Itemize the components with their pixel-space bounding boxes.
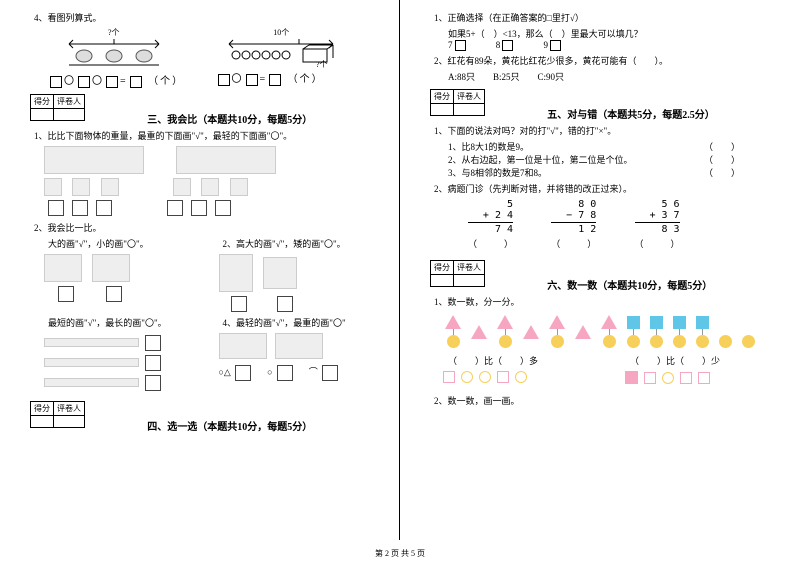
section-6-title: 六、数一数（本题共10分，每题5分） bbox=[547, 277, 712, 292]
score-grid-6: 得分评卷人 bbox=[430, 260, 485, 287]
comp-1a: （ ）比（ ）多 bbox=[448, 354, 612, 367]
q4-title: 4、看图列算式。 bbox=[34, 11, 379, 24]
fruit-row: ○△ ○ ⌒ bbox=[219, 363, 380, 383]
eq2-suffix: （个） bbox=[288, 74, 324, 85]
q4-label-b: 10个 bbox=[198, 27, 366, 38]
balls-box-icon: ?个 bbox=[221, 38, 341, 68]
page-footer: 第 2 页 共 5 页 bbox=[0, 548, 800, 559]
section-5-title: 五、对与错（本题共5分，每题2.5分） bbox=[547, 106, 715, 121]
comp-1b: （ ）比（ ）少 bbox=[630, 354, 780, 367]
r-q5-1b: 2、从右边起，第一位是十位，第二位是个位。（ ） bbox=[448, 153, 780, 166]
ropes-icon bbox=[44, 333, 205, 393]
score-grid-4: 得分评卷人 bbox=[30, 401, 85, 428]
left-column: 4、看图列算式。 ?个 〇〇= bbox=[0, 0, 400, 540]
answer-boxes-2a[interactable] bbox=[44, 284, 205, 304]
right-column: 1、正确选择（在正确答案的□里打√） 如果5+（ ）<13，那么（ ）里最大可以… bbox=[400, 0, 800, 540]
r-q2: 2、红花有89朵，黄花比红花少很多，黄花可能有（ ）。 bbox=[434, 54, 780, 67]
q3-2a: 大的画"√"，小的画"〇"。 bbox=[48, 237, 205, 250]
balance-images bbox=[44, 146, 379, 174]
q3-2d: 4、最轻的画"√"，最重的画"〇" bbox=[223, 316, 380, 329]
r-q6-2: 2、数一数，画一画。 bbox=[434, 394, 780, 407]
equation-1: 〇〇= （个） bbox=[48, 72, 198, 88]
answer-boxes-2b[interactable] bbox=[219, 294, 380, 314]
weight-items-row bbox=[44, 178, 379, 196]
section-4-title: 四、选一选（本题共10分，每题5分） bbox=[147, 418, 312, 433]
q3-1: 1、比比下面物体的重量，最重的下面画"√"，最轻的下面画"〇"。 bbox=[34, 129, 379, 142]
score-grid-5: 得分评卷人 bbox=[430, 89, 485, 116]
outline-row-2 bbox=[622, 371, 780, 384]
r-q2-opts: A:88只 B:25只 C:90只 bbox=[448, 70, 780, 83]
shapes-group-1 bbox=[440, 315, 612, 348]
r-q1a: 如果5+（ ）<13，那么（ ）里最大可以填几？ bbox=[448, 27, 780, 40]
answer-boxes-1[interactable] bbox=[44, 198, 379, 218]
r-q5-1: 1、下面的说法对吗？对的打"√"，错的打"×"。 bbox=[434, 124, 780, 137]
equation-2: 〇= （个） bbox=[216, 70, 366, 86]
q3-2: 2、我会比一比。 bbox=[34, 221, 379, 234]
r-q5-1c: 3、与8相邻的数是7和8。（ ） bbox=[448, 166, 780, 179]
arithmetic-problems: 5 + 2 4 7 4 （ ） 8 0 − 7 8 1 2 （ ） 5 6 + … bbox=[450, 199, 780, 250]
eq1-suffix: （个） bbox=[148, 76, 184, 87]
score-grid-3: 得分评卷人 bbox=[30, 94, 85, 121]
shapes-group-2 bbox=[622, 315, 780, 348]
section-3-title: 三、我会比（本题共10分，每题5分） bbox=[147, 111, 312, 126]
q3-2b: 2、高大的画"√"，矮的画"〇"。 bbox=[223, 237, 380, 250]
q3-2c: 最短的画"√"，最长的画"〇"。 bbox=[48, 316, 205, 329]
q4-label-c: ?个 bbox=[316, 60, 328, 68]
r-q1-options[interactable]: 7 8 9 bbox=[448, 40, 780, 51]
horses-icon bbox=[59, 38, 169, 68]
r-q6-1: 1、数一数，分一分。 bbox=[434, 295, 780, 308]
r-q1: 1、正确选择（在正确答案的□里打√） bbox=[434, 11, 780, 24]
q4-label-a: ?个 bbox=[30, 27, 198, 38]
r-q5-2: 2、病题门诊（先判断对错，并将错的改正过来）。 bbox=[434, 182, 780, 195]
r-q5-1a: 1、比8大1的数是9。（ ） bbox=[448, 140, 780, 153]
outline-row-1 bbox=[440, 371, 612, 383]
